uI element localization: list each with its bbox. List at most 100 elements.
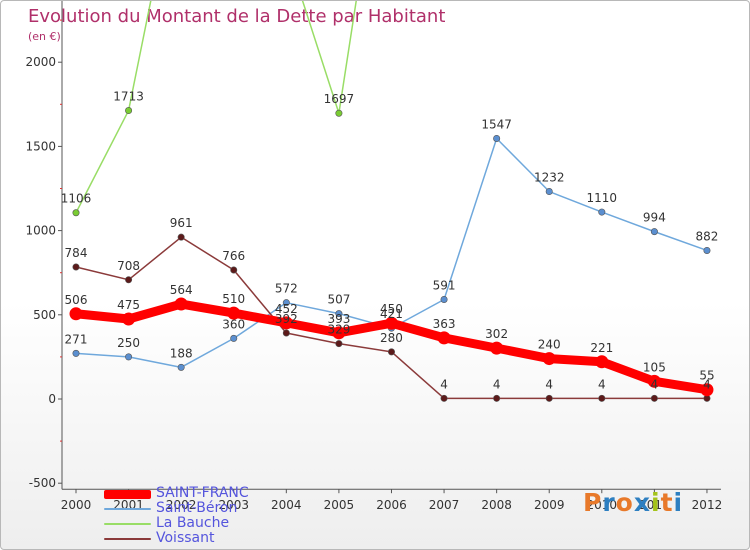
data-label: 507 <box>327 293 350 307</box>
data-label: 564 <box>170 283 193 297</box>
data-point <box>493 394 501 402</box>
logo-letter: r <box>602 488 616 517</box>
logo-letter: t <box>660 488 674 517</box>
data-label: 4 <box>598 377 606 391</box>
data-label: 4 <box>440 377 448 391</box>
data-point <box>598 208 606 216</box>
data-label: 363 <box>433 317 456 331</box>
data-point <box>279 316 293 330</box>
data-point <box>72 349 80 357</box>
data-point <box>437 331 451 345</box>
data-label: 475 <box>117 298 140 312</box>
x-tick-label: 2010 <box>587 498 618 512</box>
logo-letter: o <box>615 488 634 517</box>
y-tick-label: 0 <box>48 392 56 406</box>
data-point <box>227 306 241 320</box>
data-label: 4 <box>493 377 501 391</box>
legend-swatch <box>104 508 151 510</box>
data-point <box>72 263 80 271</box>
data-label: 1106 <box>61 192 92 206</box>
data-label: 450 <box>380 302 403 316</box>
data-point <box>230 266 238 274</box>
legend-swatch <box>104 490 151 499</box>
x-tick-label: 2011 <box>639 498 670 512</box>
data-point <box>650 228 658 236</box>
x-tick-label: 2000 <box>61 498 92 512</box>
data-point <box>703 246 711 254</box>
data-label: 221 <box>590 341 613 355</box>
data-point <box>647 374 661 388</box>
data-label: 1713 <box>113 90 144 104</box>
data-label: 961 <box>170 216 193 230</box>
data-label: 188 <box>170 346 193 360</box>
legend-swatch <box>104 538 151 540</box>
data-label: 105 <box>643 360 666 374</box>
data-label: 55 <box>699 369 714 383</box>
data-label: 1697 <box>324 92 355 106</box>
x-tick-label: 2007 <box>429 498 460 512</box>
data-point <box>700 383 714 397</box>
data-label: 452 <box>275 302 298 316</box>
data-point <box>69 307 83 321</box>
data-label: 280 <box>380 331 403 345</box>
data-point <box>230 334 238 342</box>
data-point <box>177 363 185 371</box>
data-label: 271 <box>65 332 88 346</box>
x-tick-label: 2003 <box>218 498 249 512</box>
y-tick-label: 500 <box>33 308 56 322</box>
data-label: 329 <box>327 323 350 337</box>
legend-swatch <box>104 523 151 525</box>
legend-label: Saint-Béron <box>156 500 238 516</box>
data-point <box>125 107 133 115</box>
x-tick-label: 2001 <box>113 498 144 512</box>
data-point <box>125 276 133 284</box>
data-point <box>542 352 556 366</box>
data-point <box>122 312 136 326</box>
logo-letter: P <box>583 488 603 517</box>
legend-label: Voissant <box>156 530 215 546</box>
logo-letter: x <box>633 488 651 517</box>
legend-label: La Bauche <box>156 515 230 531</box>
data-label: 1232 <box>534 171 565 185</box>
data-point <box>335 310 343 318</box>
x-tick-label: 2012 <box>692 498 723 512</box>
data-label: 510 <box>222 292 245 306</box>
data-label: 392 <box>275 312 298 326</box>
data-label: 4 <box>703 377 711 391</box>
data-label: 1547 <box>481 117 512 131</box>
y-tick-label: 1500 <box>25 139 56 153</box>
data-point <box>493 134 501 142</box>
data-point <box>650 394 658 402</box>
data-point <box>545 394 553 402</box>
data-label: 4 <box>651 377 659 391</box>
x-tick-label: 2009 <box>534 498 565 512</box>
data-point <box>335 340 343 348</box>
data-label: 302 <box>485 327 508 341</box>
data-point <box>332 326 346 340</box>
data-point <box>174 297 188 311</box>
data-label: 393 <box>327 312 350 326</box>
data-point <box>177 233 185 241</box>
data-label: 360 <box>222 317 245 331</box>
data-point <box>440 295 448 303</box>
series-line-la-bauche <box>75 1 357 214</box>
data-label: 882 <box>696 229 719 243</box>
data-label: 572 <box>275 282 298 296</box>
data-point <box>598 394 606 402</box>
data-label: 4 <box>545 377 553 391</box>
data-point <box>440 394 448 402</box>
y-tick-label: 2000 <box>25 55 56 69</box>
data-point <box>72 209 80 217</box>
data-point <box>335 109 343 117</box>
data-label: 766 <box>222 249 245 263</box>
x-tick-label: 2006 <box>376 498 407 512</box>
data-point <box>490 341 504 355</box>
data-label: 708 <box>117 259 140 273</box>
logo-letter: i <box>651 488 661 517</box>
data-point <box>595 355 609 369</box>
x-tick-label: 2008 <box>481 498 512 512</box>
x-tick-label: 2005 <box>324 498 355 512</box>
data-point <box>282 329 290 337</box>
